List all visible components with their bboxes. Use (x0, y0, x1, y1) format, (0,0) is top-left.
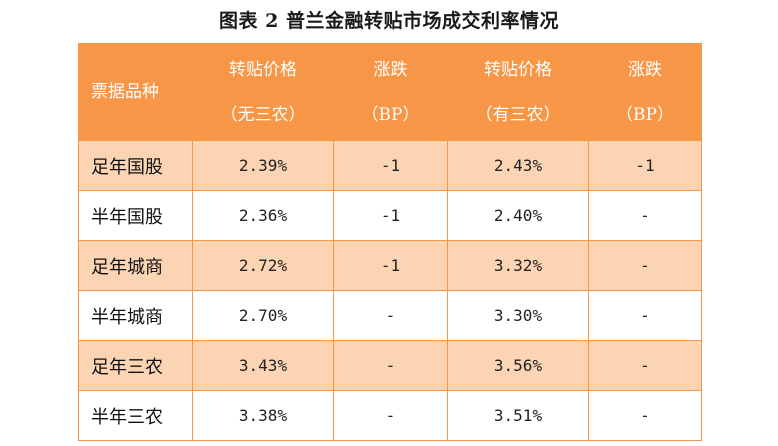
header-price-no-sannong-sub: （无三农） (220, 104, 306, 125)
header-price-no-sannong: 转贴价格 （无三农） (192, 43, 334, 141)
change-no-sannong-cell: - (333, 290, 448, 341)
table-row: 足年国股 2.39% -1 2.43% -1 (78, 140, 702, 191)
header-price-no-sannong-label: 转贴价格 (229, 59, 297, 80)
change-no-sannong-cell: -1 (333, 240, 448, 291)
header-row: 票据品种 转贴价格 （无三农） 涨跌 （BP） 转贴价格 （有三农） 涨跌 （B… (78, 43, 702, 141)
price-no-sannong-cell: 2.39% (192, 140, 334, 191)
change-with-sannong-cell: - (588, 190, 702, 241)
header-price-with-sannong-sub: （有三农） (475, 104, 561, 125)
table-row: 足年城商 2.72% -1 3.32% - (78, 240, 702, 291)
change-with-sannong-cell: - (588, 290, 702, 341)
price-with-sannong-cell: 3.30% (447, 290, 589, 341)
table-header: 票据品种 转贴价格 （无三农） 涨跌 （BP） 转贴价格 （有三农） 涨跌 （B… (78, 43, 702, 141)
header-change-no-sannong-label: 涨跌 (373, 59, 408, 80)
bill-type-cell: 足年国股 (78, 140, 193, 191)
price-no-sannong-cell: 2.36% (192, 190, 334, 241)
table-body: 足年国股 2.39% -1 2.43% -1 半年国股 2.36% -1 2.4… (78, 140, 702, 441)
change-with-sannong-cell: - (588, 340, 702, 391)
header-change-no-sannong-sub: （BP） (361, 104, 420, 125)
change-with-sannong-cell: -1 (588, 140, 702, 191)
table-title: 图表 2 普兰金融转贴市场成交利率情况 (219, 10, 559, 32)
price-with-sannong-cell: 2.43% (447, 140, 589, 191)
price-with-sannong-cell: 3.51% (447, 390, 589, 441)
bill-type-cell: 半年城商 (78, 290, 193, 341)
price-no-sannong-cell: 3.38% (192, 390, 334, 441)
price-no-sannong-cell: 3.43% (192, 340, 334, 391)
change-with-sannong-cell: - (588, 390, 702, 441)
header-change-with-sannong: 涨跌 （BP） (588, 43, 702, 141)
header-bill-type: 票据品种 (78, 43, 193, 141)
header-change-with-sannong-sub: （BP） (616, 104, 674, 125)
table-row: 半年国股 2.36% -1 2.40% - (78, 190, 702, 241)
table-row: 半年城商 2.70% - 3.30% - (78, 290, 702, 341)
header-price-with-sannong-label: 转贴价格 (484, 59, 552, 80)
change-no-sannong-cell: - (333, 390, 448, 441)
change-no-sannong-cell: - (333, 340, 448, 391)
change-with-sannong-cell: - (588, 240, 702, 291)
price-no-sannong-cell: 2.72% (192, 240, 334, 291)
bill-type-cell: 半年三农 (78, 390, 193, 441)
header-bill-type-label: 票据品种 (91, 81, 159, 102)
header-change-with-sannong-label: 涨跌 (628, 59, 662, 80)
rates-table: 票据品种 转贴价格 （无三农） 涨跌 （BP） 转贴价格 （有三农） 涨跌 （B… (78, 43, 702, 441)
change-no-sannong-cell: -1 (333, 190, 448, 241)
header-change-no-sannong: 涨跌 （BP） (333, 43, 448, 141)
header-price-with-sannong: 转贴价格 （有三农） (447, 43, 589, 141)
change-no-sannong-cell: -1 (333, 140, 448, 191)
bill-type-cell: 足年城商 (78, 240, 193, 291)
bill-type-cell: 足年三农 (78, 340, 193, 391)
table-row: 足年三农 3.43% - 3.56% - (78, 340, 702, 391)
bill-type-cell: 半年国股 (78, 190, 193, 241)
price-with-sannong-cell: 3.32% (447, 240, 589, 291)
price-with-sannong-cell: 3.56% (447, 340, 589, 391)
price-with-sannong-cell: 2.40% (447, 190, 589, 241)
table-row: 半年三农 3.38% - 3.51% - (78, 390, 702, 441)
price-no-sannong-cell: 2.70% (192, 290, 334, 341)
